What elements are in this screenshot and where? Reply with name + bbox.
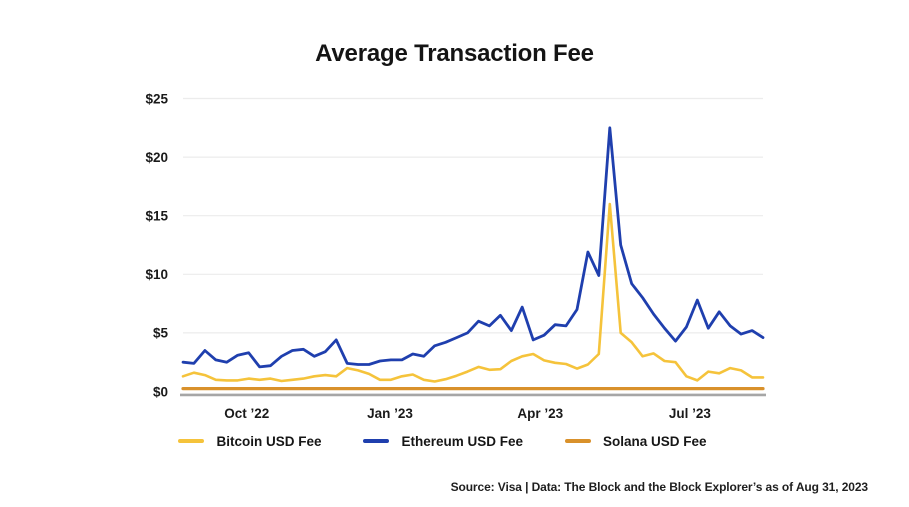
x-axis-label: Jan ’23: [367, 406, 413, 421]
y-axis-label: $25: [145, 91, 168, 106]
y-axis-label: $0: [153, 384, 168, 399]
legend-label-ethereum: Ethereum USD Fee: [401, 433, 524, 449]
y-axis-label: $10: [145, 267, 168, 282]
bitcoin-line: [181, 202, 765, 383]
chart-legend: Bitcoin USD Fee Ethereum USD Fee Solana US…: [150, 430, 735, 452]
legend-marker-bitcoin: [178, 439, 205, 443]
x-axis-label: Jul ’23: [669, 406, 712, 421]
x-axis-label: Oct ’22: [224, 406, 269, 421]
ethereum-line: [181, 126, 765, 369]
x-axis-label: Apr ’23: [517, 406, 563, 421]
legend-marker-solana: [565, 439, 592, 443]
legend-item-solana: Solana USD Fee: [565, 434, 707, 449]
source-note: Source: Visa | Data: The Block and the B…: [450, 480, 869, 494]
legend-item-bitcoin: Bitcoin USD Fee: [178, 434, 321, 449]
legend-label-solana: Solana USD Fee: [603, 433, 707, 449]
legend-item-ethereum: Ethereum USD Fee: [363, 434, 523, 449]
y-axis-label: $15: [145, 209, 168, 224]
legend-marker-ethereum: [363, 439, 390, 443]
y-axis-label: $20: [145, 150, 168, 165]
chart-title: Average Transaction Fee: [315, 40, 594, 67]
legend-label-bitcoin: Bitcoin USD Fee: [216, 433, 322, 449]
y-axis-label: $5: [153, 326, 169, 341]
